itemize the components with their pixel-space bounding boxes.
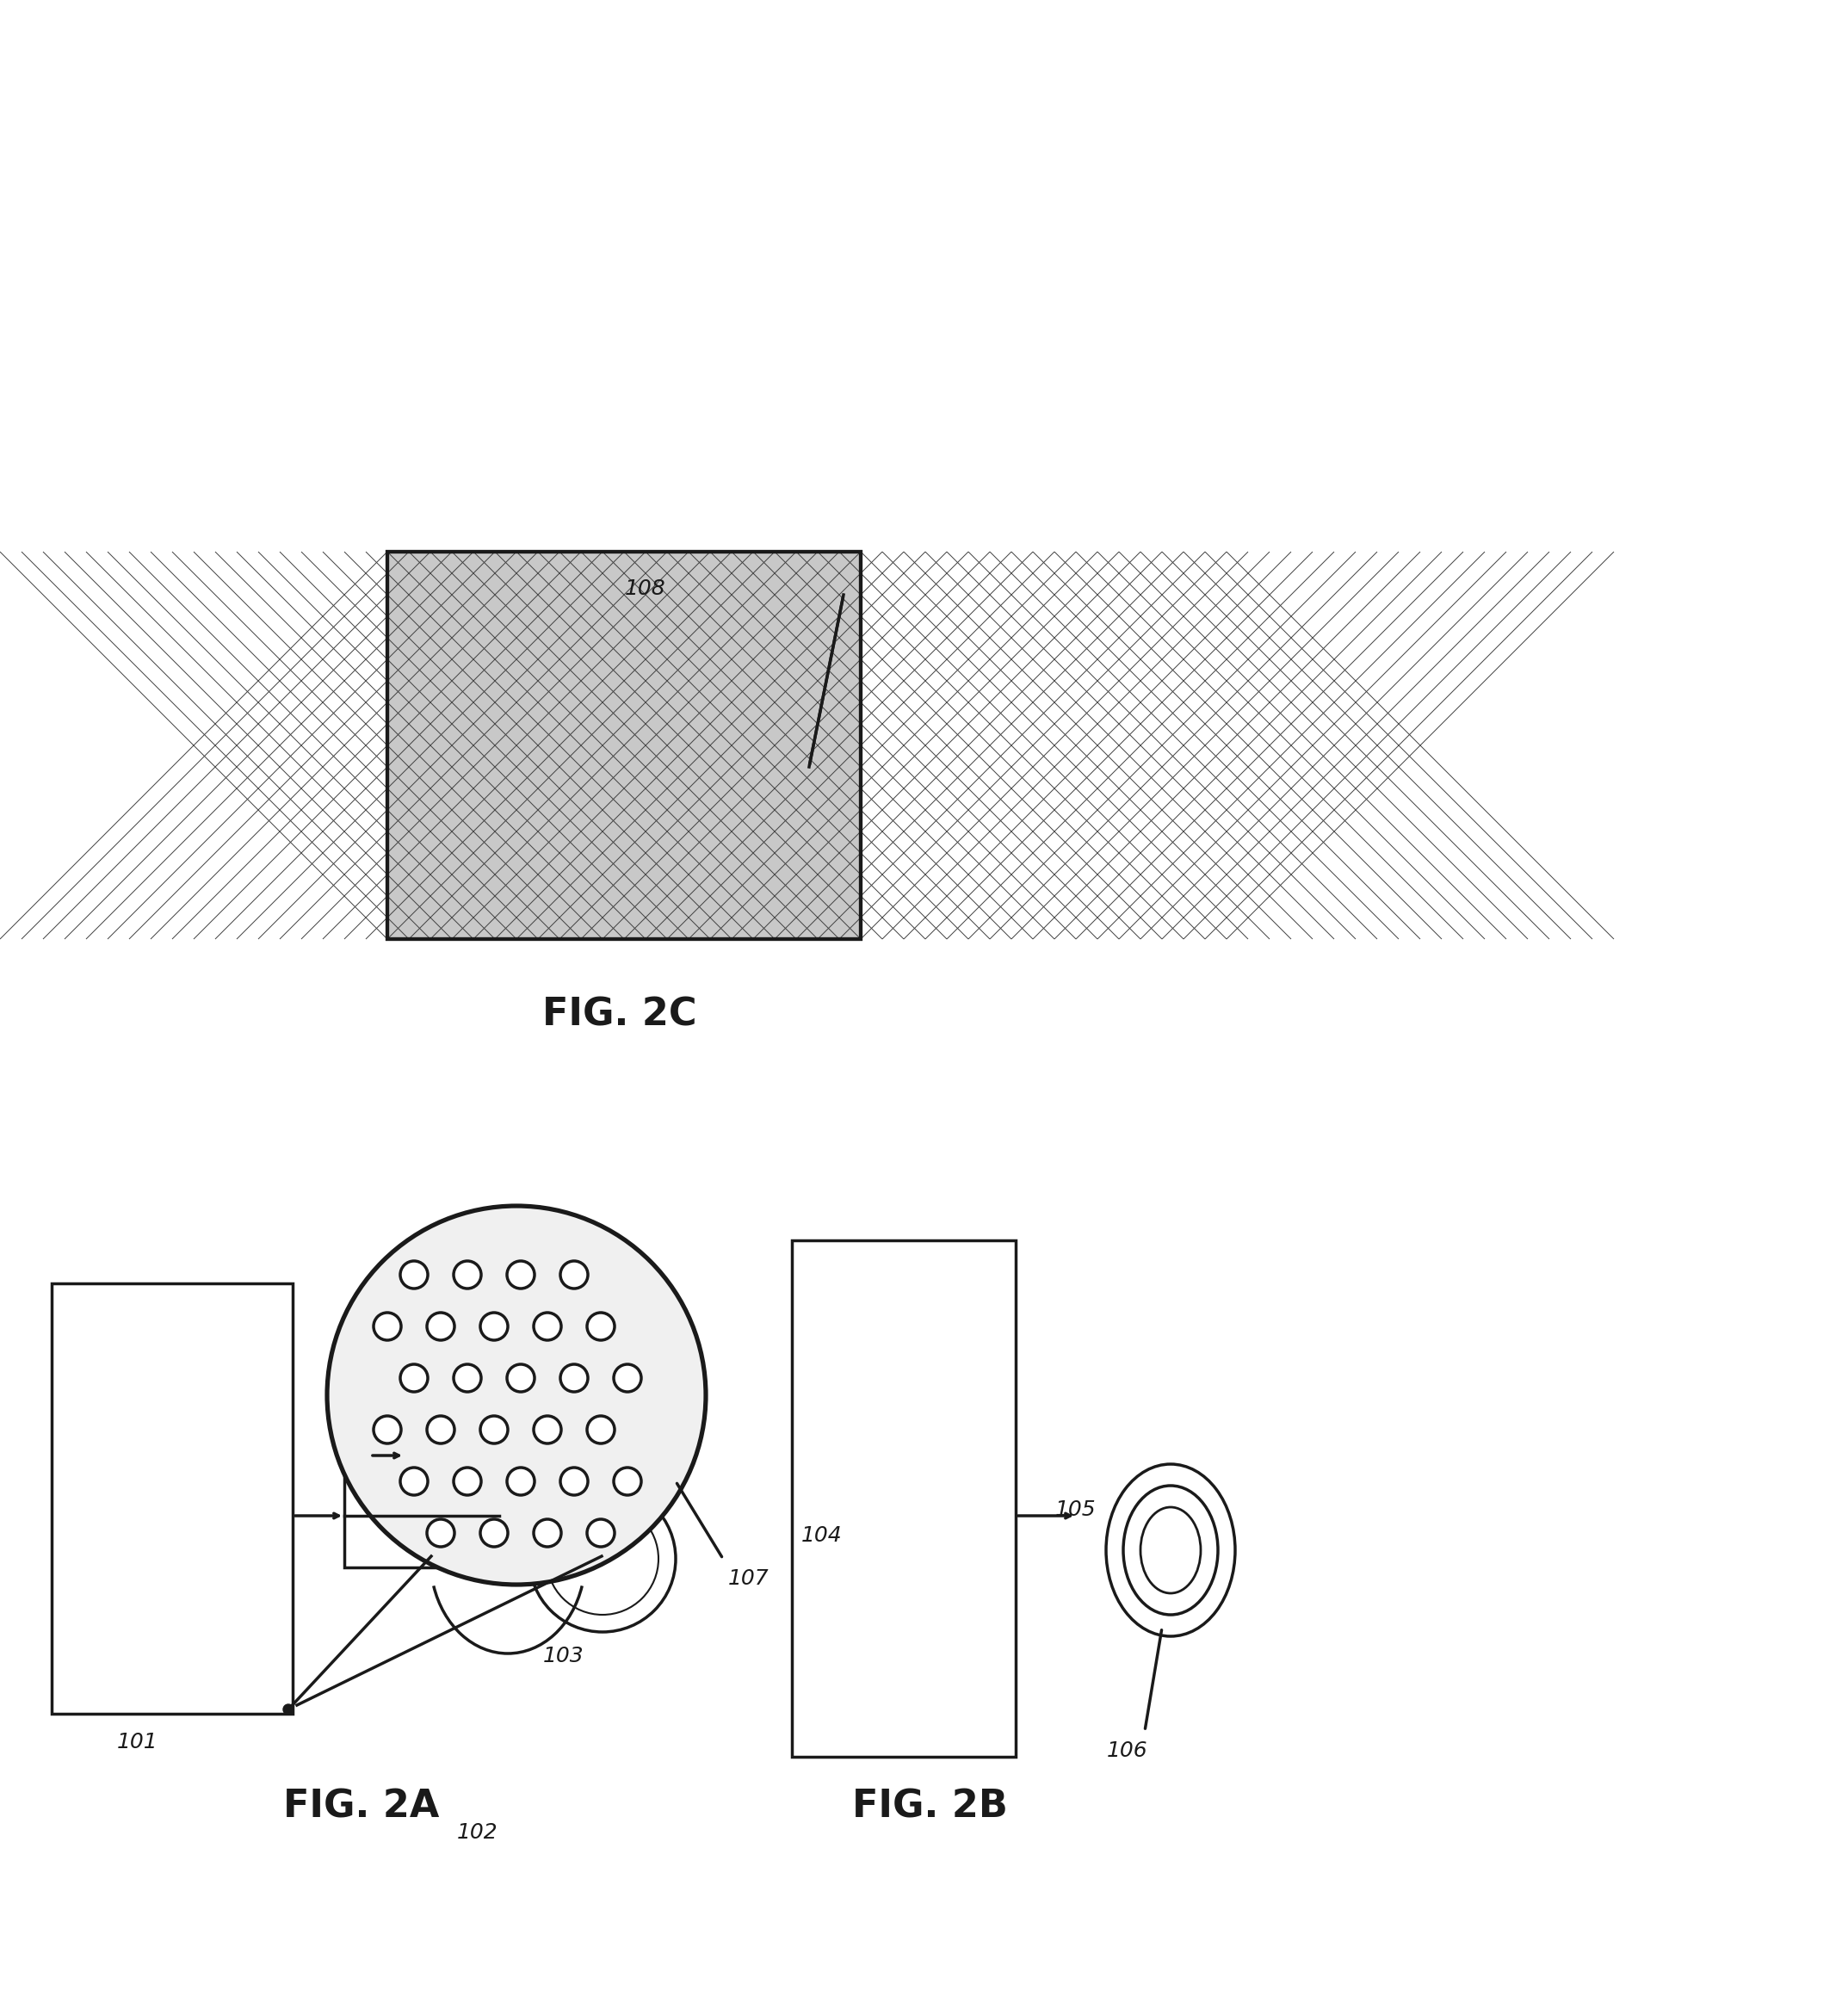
Circle shape xyxy=(560,1467,588,1495)
Circle shape xyxy=(614,1467,641,1495)
Text: 105: 105 xyxy=(1055,1499,1096,1519)
Circle shape xyxy=(588,1519,615,1548)
Circle shape xyxy=(453,1467,480,1495)
Text: 103: 103 xyxy=(543,1646,584,1666)
Circle shape xyxy=(614,1364,641,1392)
Circle shape xyxy=(547,1503,658,1614)
Circle shape xyxy=(453,1364,480,1392)
Circle shape xyxy=(560,1364,588,1392)
Circle shape xyxy=(506,1364,534,1392)
Text: FIG. 2B: FIG. 2B xyxy=(852,1787,1007,1826)
Bar xyxy=(388,552,861,939)
Text: FIG. 2C: FIG. 2C xyxy=(543,995,697,1034)
Circle shape xyxy=(327,1205,706,1584)
Text: 106: 106 xyxy=(1107,1741,1148,1761)
Circle shape xyxy=(506,1261,534,1288)
Bar xyxy=(793,1241,1016,1757)
Circle shape xyxy=(588,1312,615,1340)
Text: 101: 101 xyxy=(116,1731,159,1753)
Circle shape xyxy=(480,1417,508,1443)
Text: 102: 102 xyxy=(456,1822,499,1844)
Circle shape xyxy=(427,1417,455,1443)
Circle shape xyxy=(283,1705,294,1715)
Circle shape xyxy=(453,1261,480,1288)
Ellipse shape xyxy=(1107,1465,1234,1636)
Text: 108: 108 xyxy=(625,578,665,598)
Bar xyxy=(344,1465,499,1568)
Circle shape xyxy=(373,1417,401,1443)
Circle shape xyxy=(588,1417,615,1443)
Bar xyxy=(388,552,861,939)
Circle shape xyxy=(560,1261,588,1288)
Circle shape xyxy=(427,1519,455,1548)
Circle shape xyxy=(427,1312,455,1340)
Text: FIG. 2A: FIG. 2A xyxy=(283,1787,440,1826)
Bar xyxy=(388,552,861,939)
Circle shape xyxy=(401,1261,427,1288)
Ellipse shape xyxy=(1124,1485,1218,1614)
Circle shape xyxy=(401,1364,427,1392)
Bar xyxy=(52,1284,292,1713)
Text: 107: 107 xyxy=(728,1568,769,1590)
Circle shape xyxy=(480,1312,508,1340)
Circle shape xyxy=(534,1417,562,1443)
Circle shape xyxy=(534,1312,562,1340)
Circle shape xyxy=(534,1519,562,1548)
Ellipse shape xyxy=(1140,1507,1201,1594)
Circle shape xyxy=(506,1467,534,1495)
Text: 104: 104 xyxy=(802,1525,843,1546)
Circle shape xyxy=(529,1485,676,1632)
Circle shape xyxy=(373,1312,401,1340)
Circle shape xyxy=(401,1467,427,1495)
Circle shape xyxy=(480,1519,508,1548)
